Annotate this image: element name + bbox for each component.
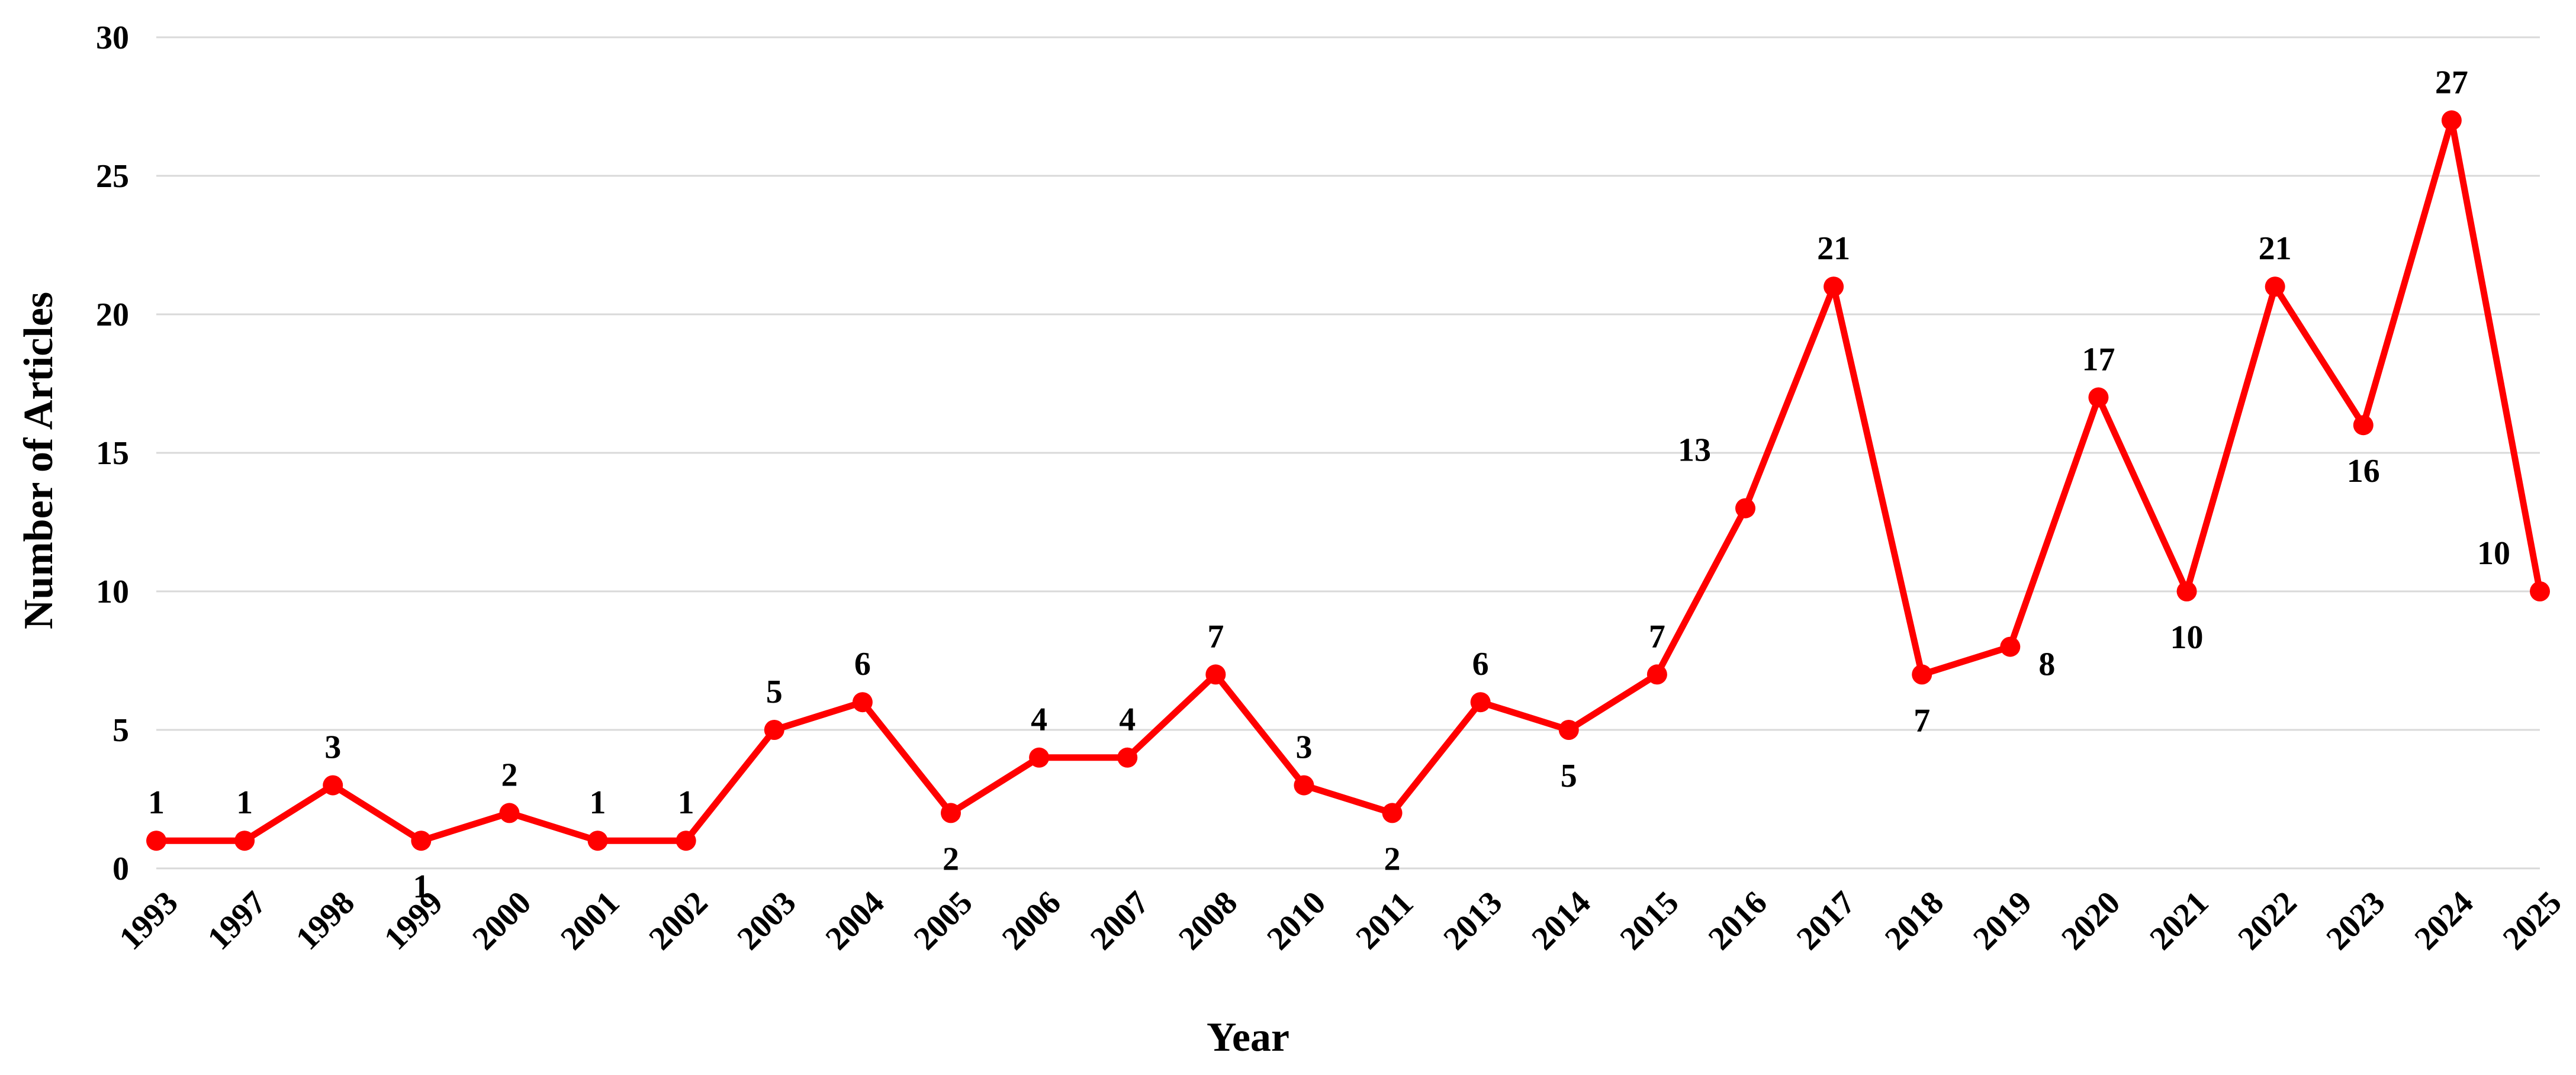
x-tick-label: 2024 <box>2408 884 2481 957</box>
data-point <box>1470 692 1491 713</box>
data-point <box>2088 387 2109 408</box>
data-point <box>1117 747 1138 768</box>
x-tick-label: 2001 <box>554 884 626 957</box>
x-tick-label: 2019 <box>1966 884 2039 957</box>
x-tick-label: 2018 <box>1878 884 1951 957</box>
data-point <box>2176 581 2197 601</box>
y-tick-label: 10 <box>96 574 129 610</box>
x-tick-label: 2008 <box>1172 884 1244 957</box>
x-tick-label: 2023 <box>2320 884 2392 957</box>
data-point <box>852 692 873 713</box>
x-tick-label: 2015 <box>1613 884 1686 957</box>
data-label: 8 <box>2038 646 2055 683</box>
y-tick-label: 5 <box>112 712 129 749</box>
x-tick-label: 2022 <box>2231 884 2304 957</box>
data-point <box>2265 276 2285 297</box>
data-point <box>1912 664 1932 685</box>
data-label: 4 <box>1119 701 1136 738</box>
data-label: 5 <box>1561 758 1577 794</box>
data-point <box>587 831 608 851</box>
series-line <box>156 117 2543 844</box>
data-label: 1 <box>678 784 694 821</box>
data-label: 5 <box>766 674 783 710</box>
x-tick-label: 2011 <box>1349 885 1420 957</box>
data-label: 1 <box>236 784 253 821</box>
x-tick-label: 2017 <box>1790 884 1863 957</box>
data-label: 10 <box>2170 619 2204 656</box>
x-tick-label: 2010 <box>1260 884 1333 957</box>
data-point <box>941 803 961 823</box>
x-tick-label: 2000 <box>465 884 538 957</box>
data-label: 1 <box>590 784 606 821</box>
data-point <box>1558 720 1579 740</box>
data-point <box>1382 803 1403 823</box>
data-label: 6 <box>1472 646 1489 683</box>
x-tick-label: 2020 <box>2054 884 2127 957</box>
data-label: 6 <box>854 646 871 683</box>
data-point <box>676 831 696 851</box>
y-tick-label: 0 <box>112 851 129 887</box>
data-label: 7 <box>1207 618 1224 655</box>
data-label: 16 <box>2347 453 2380 490</box>
data-point <box>2441 110 2462 131</box>
data-label: 21 <box>1817 230 1850 267</box>
x-tick-label: 2021 <box>2143 884 2215 957</box>
data-point <box>2353 415 2374 436</box>
x-axis: 1993 1997 1998 1999 2000 2001 2002 2003 2004 2005… <box>112 884 2569 957</box>
y-tick-label: 20 <box>96 297 129 333</box>
data-label: 10 <box>2477 535 2510 572</box>
data-point <box>411 831 432 851</box>
data-point <box>1735 498 1755 519</box>
series-group <box>146 110 2550 851</box>
data-label: 2 <box>1384 841 1401 877</box>
x-tick-label: 1993 <box>112 884 185 957</box>
data-point <box>1205 664 1226 685</box>
data-label: 27 <box>2435 64 2468 101</box>
data-label: 17 <box>2082 341 2115 378</box>
data-label: 21 <box>2259 230 2292 267</box>
x-tick-label: 2025 <box>2496 884 2569 957</box>
data-label: 1 <box>413 868 429 905</box>
x-tick-label: 2014 <box>1525 884 1598 957</box>
data-label: 2 <box>501 757 517 793</box>
data-label: 7 <box>1649 618 1665 655</box>
y-axis-title: Number of Articles <box>16 292 62 629</box>
data-point <box>2000 636 2021 657</box>
gridlines <box>156 36 2540 870</box>
data-point <box>764 720 784 740</box>
data-point <box>1029 747 1050 768</box>
x-axis-title: Year <box>1207 1015 1289 1060</box>
x-tick-label: 1997 <box>201 884 274 957</box>
y-axis: 0 5 10 15 20 25 30 <box>96 20 129 887</box>
data-label: 7 <box>1913 702 1930 739</box>
x-tick-label: 2013 <box>1436 884 1509 957</box>
y-tick-label: 25 <box>96 158 129 195</box>
x-tick-label: 2016 <box>1702 884 1774 957</box>
x-tick-label: 2006 <box>995 884 1068 957</box>
y-tick-label: 30 <box>96 20 129 56</box>
data-point <box>1294 775 1314 796</box>
x-tick-label: 1998 <box>289 884 362 957</box>
data-point <box>146 831 166 851</box>
x-tick-label: 2003 <box>731 884 803 957</box>
data-point <box>234 831 255 851</box>
data-label: 4 <box>1031 701 1047 738</box>
x-tick-label: 2005 <box>907 884 980 957</box>
data-point <box>1646 664 1667 685</box>
data-label: 3 <box>1295 729 1312 766</box>
x-tick-label: 2007 <box>1083 884 1156 957</box>
data-label: 2 <box>943 841 959 877</box>
data-point <box>1824 276 1844 297</box>
data-label: 1 <box>148 784 165 821</box>
data-point <box>2530 581 2550 601</box>
data-label: 3 <box>324 729 341 766</box>
x-tick-label: 2002 <box>642 884 715 957</box>
y-tick-label: 15 <box>96 435 129 472</box>
data-point <box>323 775 343 796</box>
x-tick-label: 2004 <box>819 884 892 957</box>
data-point <box>499 803 520 823</box>
data-label: 13 <box>1678 432 1711 469</box>
